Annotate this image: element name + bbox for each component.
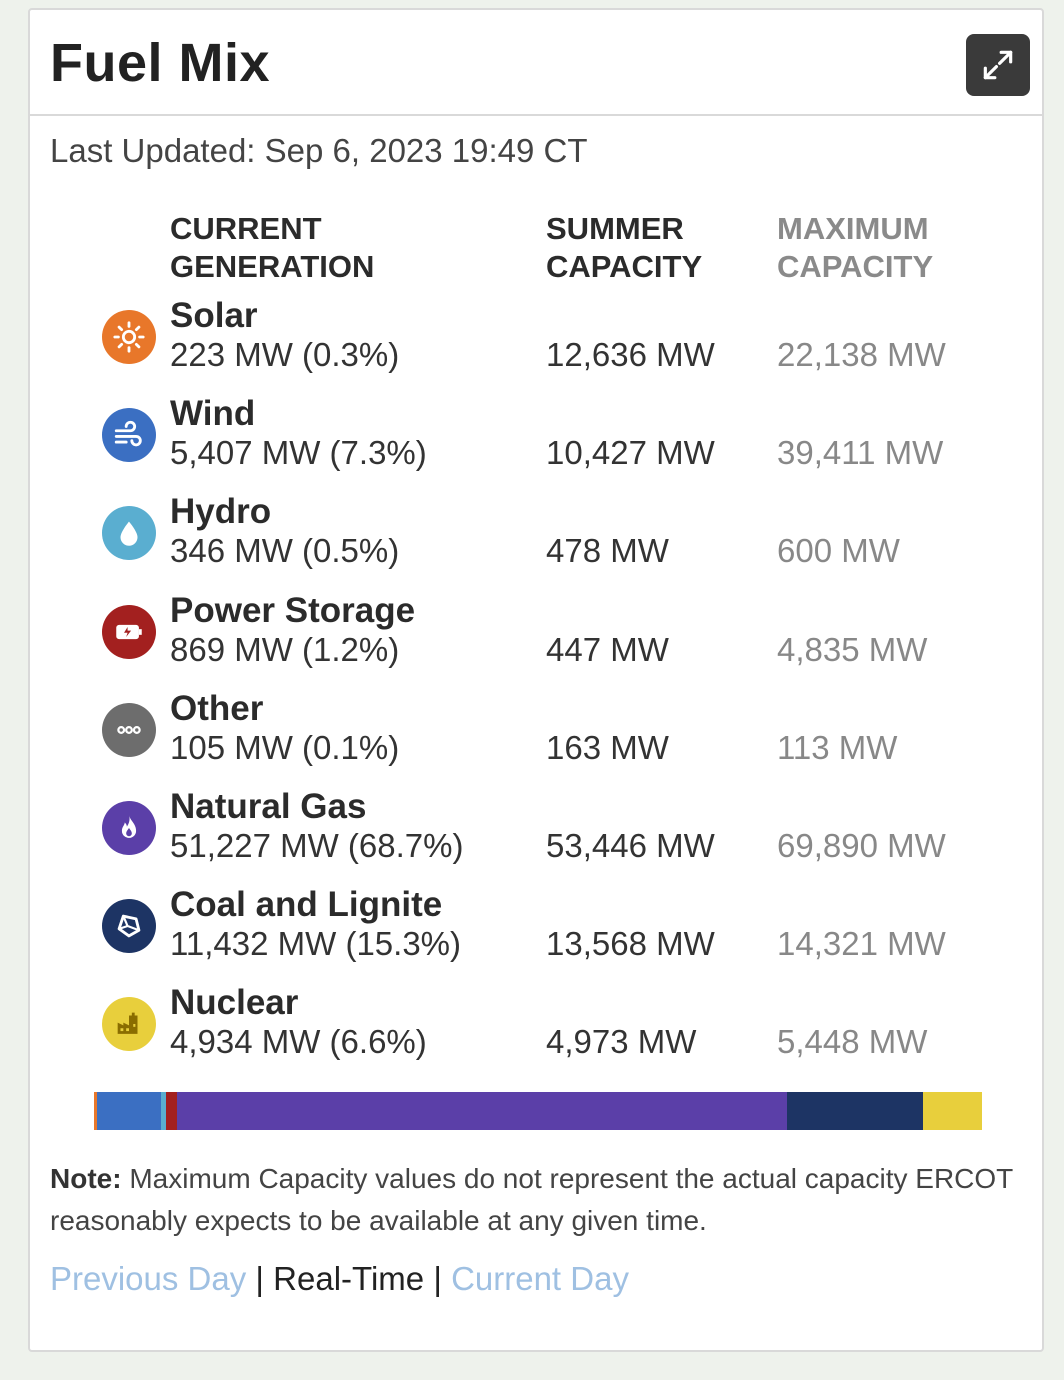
separator: | xyxy=(255,1260,264,1297)
expand-button[interactable] xyxy=(966,34,1030,96)
current-day-link[interactable]: Current Day xyxy=(451,1260,629,1297)
fuel-current-generation: 51,227 MW (68.7%) xyxy=(170,827,464,864)
capacity-note: Note: Maximum Capacity values do not rep… xyxy=(50,1158,1030,1242)
column-header-current-generation: CURRENT GENERATION xyxy=(170,211,375,284)
fuel-summer-capacity: 13,568 MW xyxy=(546,925,715,963)
fuel-summer-capacity: 4,973 MW xyxy=(546,1023,697,1061)
mix-bar-segment xyxy=(177,1092,788,1130)
fuel-current-generation: 869 MW (1.2%) xyxy=(170,630,400,668)
battery-icon xyxy=(116,624,142,639)
fuel-name: Natural Gas xyxy=(170,787,367,826)
fuel-current-generation: 105 MW (0.1%) xyxy=(170,728,400,766)
wind-icon xyxy=(114,421,142,447)
flame-icon xyxy=(121,815,137,838)
fuel-maximum-capacity: 4,835 MW xyxy=(777,630,928,668)
fuel-name: Wind xyxy=(170,394,256,434)
fuel-maximum-capacity: 69,890 MW xyxy=(777,827,946,864)
card-title: Fuel Mix xyxy=(50,33,271,93)
fuel-row: Natural Gas 51,227 MW (68.7%) 53,446 MW … xyxy=(30,787,1042,885)
mix-bar-segment xyxy=(94,1092,97,1130)
fuel-summer-capacity: 447 MW xyxy=(546,630,669,668)
fuel-maximum-capacity: 600 MW xyxy=(777,532,900,570)
fuel-summer-capacity: 53,446 MW xyxy=(546,827,715,864)
factory-icon xyxy=(117,1013,138,1035)
note-text: Maximum Capacity values do not represent… xyxy=(50,1163,1013,1236)
fuel-name: Hydro xyxy=(170,492,272,532)
fuel-name: Power Storage xyxy=(170,590,416,630)
more-icon xyxy=(117,725,141,734)
fuel-summer-capacity: 12,636 MW xyxy=(546,336,715,373)
fuel-current-generation: 5,407 MW (7.3%) xyxy=(170,434,427,472)
fuel-row: Nuclear 4,934 MW (6.6%) 4,973 MW 5,448 M… xyxy=(30,983,1042,1081)
expand-icon xyxy=(983,50,1013,80)
fuel-icon-badge xyxy=(102,408,156,463)
fuel-summer-capacity: 478 MW xyxy=(546,532,669,570)
fuel-mix-bar xyxy=(94,1092,982,1130)
fuel-name: Coal and Lignite xyxy=(170,885,443,925)
fuel-icon-badge xyxy=(102,997,156,1052)
fuel-icon-badge xyxy=(102,899,156,954)
previous-day-link[interactable]: Previous Day xyxy=(50,1260,247,1297)
fuel-current-generation: 4,934 MW (6.6%) xyxy=(170,1023,427,1061)
fuel-name: Solar xyxy=(170,296,258,335)
column-header-maximum-capacity: MAXIMUM CAPACITY xyxy=(777,211,934,284)
fuel-row: Hydro 346 MW (0.5%) 478 MW 600 MW xyxy=(30,492,1042,590)
mix-bar-segment xyxy=(161,1092,166,1130)
fuel-icon-badge xyxy=(102,310,156,364)
day-navigation: Previous Day | Real-Time | Current Day xyxy=(50,1260,629,1298)
coal-icon xyxy=(117,914,141,938)
fuel-icon-badge xyxy=(102,801,156,855)
fuel-name: Nuclear xyxy=(170,983,299,1023)
fuel-mix-card: Fuel Mix Last Updated: Sep 6, 2023 19:49… xyxy=(28,8,1044,1352)
card-header: Fuel Mix xyxy=(30,10,1042,116)
fuel-maximum-capacity: 14,321 MW xyxy=(777,925,946,963)
mix-bar-segment xyxy=(923,1092,982,1130)
fuel-icon-badge xyxy=(102,702,156,757)
fuel-maximum-capacity: 22,138 MW xyxy=(777,336,946,373)
fuel-icon-badge xyxy=(102,604,156,659)
fuel-current-generation: 223 MW (0.3%) xyxy=(170,336,400,373)
mix-bar-segment xyxy=(96,1092,162,1130)
note-label: Note: xyxy=(50,1163,122,1194)
fuel-current-generation: 11,432 MW (15.3%) xyxy=(170,925,462,963)
last-updated: Last Updated: Sep 6, 2023 19:49 CT xyxy=(50,132,588,169)
fuel-summer-capacity: 163 MW xyxy=(546,728,669,766)
water-drop-icon xyxy=(120,522,138,547)
fuel-row: Power Storage 869 MW (1.2%) 447 MW 4,835… xyxy=(30,591,1042,689)
fuel-row: Coal and Lignite 11,432 MW (15.3%) 13,56… xyxy=(30,885,1042,983)
fuel-row: Wind 5,407 MW (7.3%) 10,427 MW 39,411 MW xyxy=(30,394,1042,492)
fuel-current-generation: 346 MW (0.5%) xyxy=(170,532,400,570)
fuel-name: Other xyxy=(170,688,264,728)
sun-icon xyxy=(113,321,145,353)
fuel-maximum-capacity: 39,411 MW xyxy=(777,434,944,472)
mix-bar-segment xyxy=(787,1092,924,1130)
fuel-row: Solar 223 MW (0.3%) 12,636 MW 22,138 MW xyxy=(30,296,1042,394)
fuel-row: Other 105 MW (0.1%) 163 MW 113 MW xyxy=(30,689,1042,787)
fuel-summer-capacity: 10,427 MW xyxy=(546,434,715,472)
separator: | xyxy=(433,1260,442,1297)
mix-bar-segment xyxy=(176,1092,178,1130)
fuel-maximum-capacity: 113 MW xyxy=(777,728,898,766)
mix-bar-segment xyxy=(165,1092,177,1130)
column-header-summer-capacity: SUMMER CAPACITY xyxy=(546,211,703,284)
fuel-icon-badge xyxy=(102,506,156,561)
fuel-maximum-capacity: 5,448 MW xyxy=(777,1023,928,1061)
real-time-link[interactable]: Real-Time xyxy=(273,1260,425,1297)
